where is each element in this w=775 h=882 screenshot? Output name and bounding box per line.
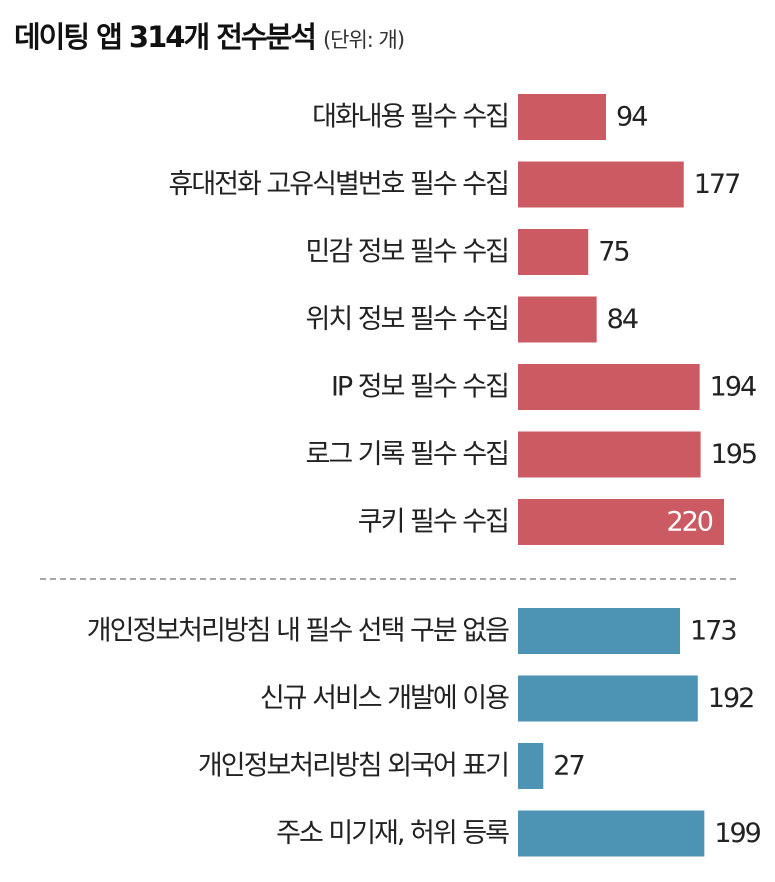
category-label: 위치 정보 필수 수집 (306, 304, 508, 335)
category-label: IP 정보 필수 수집 (331, 372, 508, 403)
value-label: 199 (714, 818, 760, 849)
bar (518, 675, 698, 722)
value-label: 27 (553, 751, 583, 782)
value-label: 195 (711, 439, 757, 470)
bar (518, 431, 701, 478)
bar (518, 499, 724, 545)
category-label: 쿠키 필수 수집 (358, 507, 508, 538)
category-label: 개인정보처리방침 내 필수 선택 구분 없음 (87, 616, 509, 647)
bar (518, 810, 705, 857)
category-label: 신규 서비스 개발에 이용 (260, 683, 509, 714)
category-label: 개인정보처리방침 외국어 표기 (198, 751, 508, 782)
value-label: 94 (616, 102, 647, 133)
category-label: 로그 기록 필수 수집 (306, 439, 508, 470)
bar (518, 229, 589, 275)
category-label: 휴대전화 고유식별번호 필수 수집 (168, 169, 508, 200)
category-label: 대화내용 필수 수집 (312, 102, 508, 133)
bar (518, 161, 684, 208)
value-label: 177 (694, 169, 740, 200)
value-label: 173 (690, 616, 736, 647)
value-label: 192 (708, 683, 754, 714)
value-label: 194 (710, 372, 756, 403)
bar (518, 94, 607, 140)
bar (518, 608, 680, 654)
value-label: 75 (598, 237, 628, 268)
category-label: 민감 정보 필수 수집 (306, 237, 508, 268)
bar (518, 743, 544, 789)
chart-header: 데이팅 앱 314개 전수분석 (단위: 개) (14, 14, 405, 56)
value-label: 220 (666, 507, 712, 538)
chart-title: 데이팅 앱 314개 전수분석 (14, 20, 317, 54)
unit-label: (단위: 개) (322, 28, 405, 52)
value-label: 84 (607, 304, 638, 335)
bar (518, 364, 700, 410)
bar (518, 296, 597, 343)
category-label: 주소 미기재, 허위 등록 (276, 818, 509, 849)
